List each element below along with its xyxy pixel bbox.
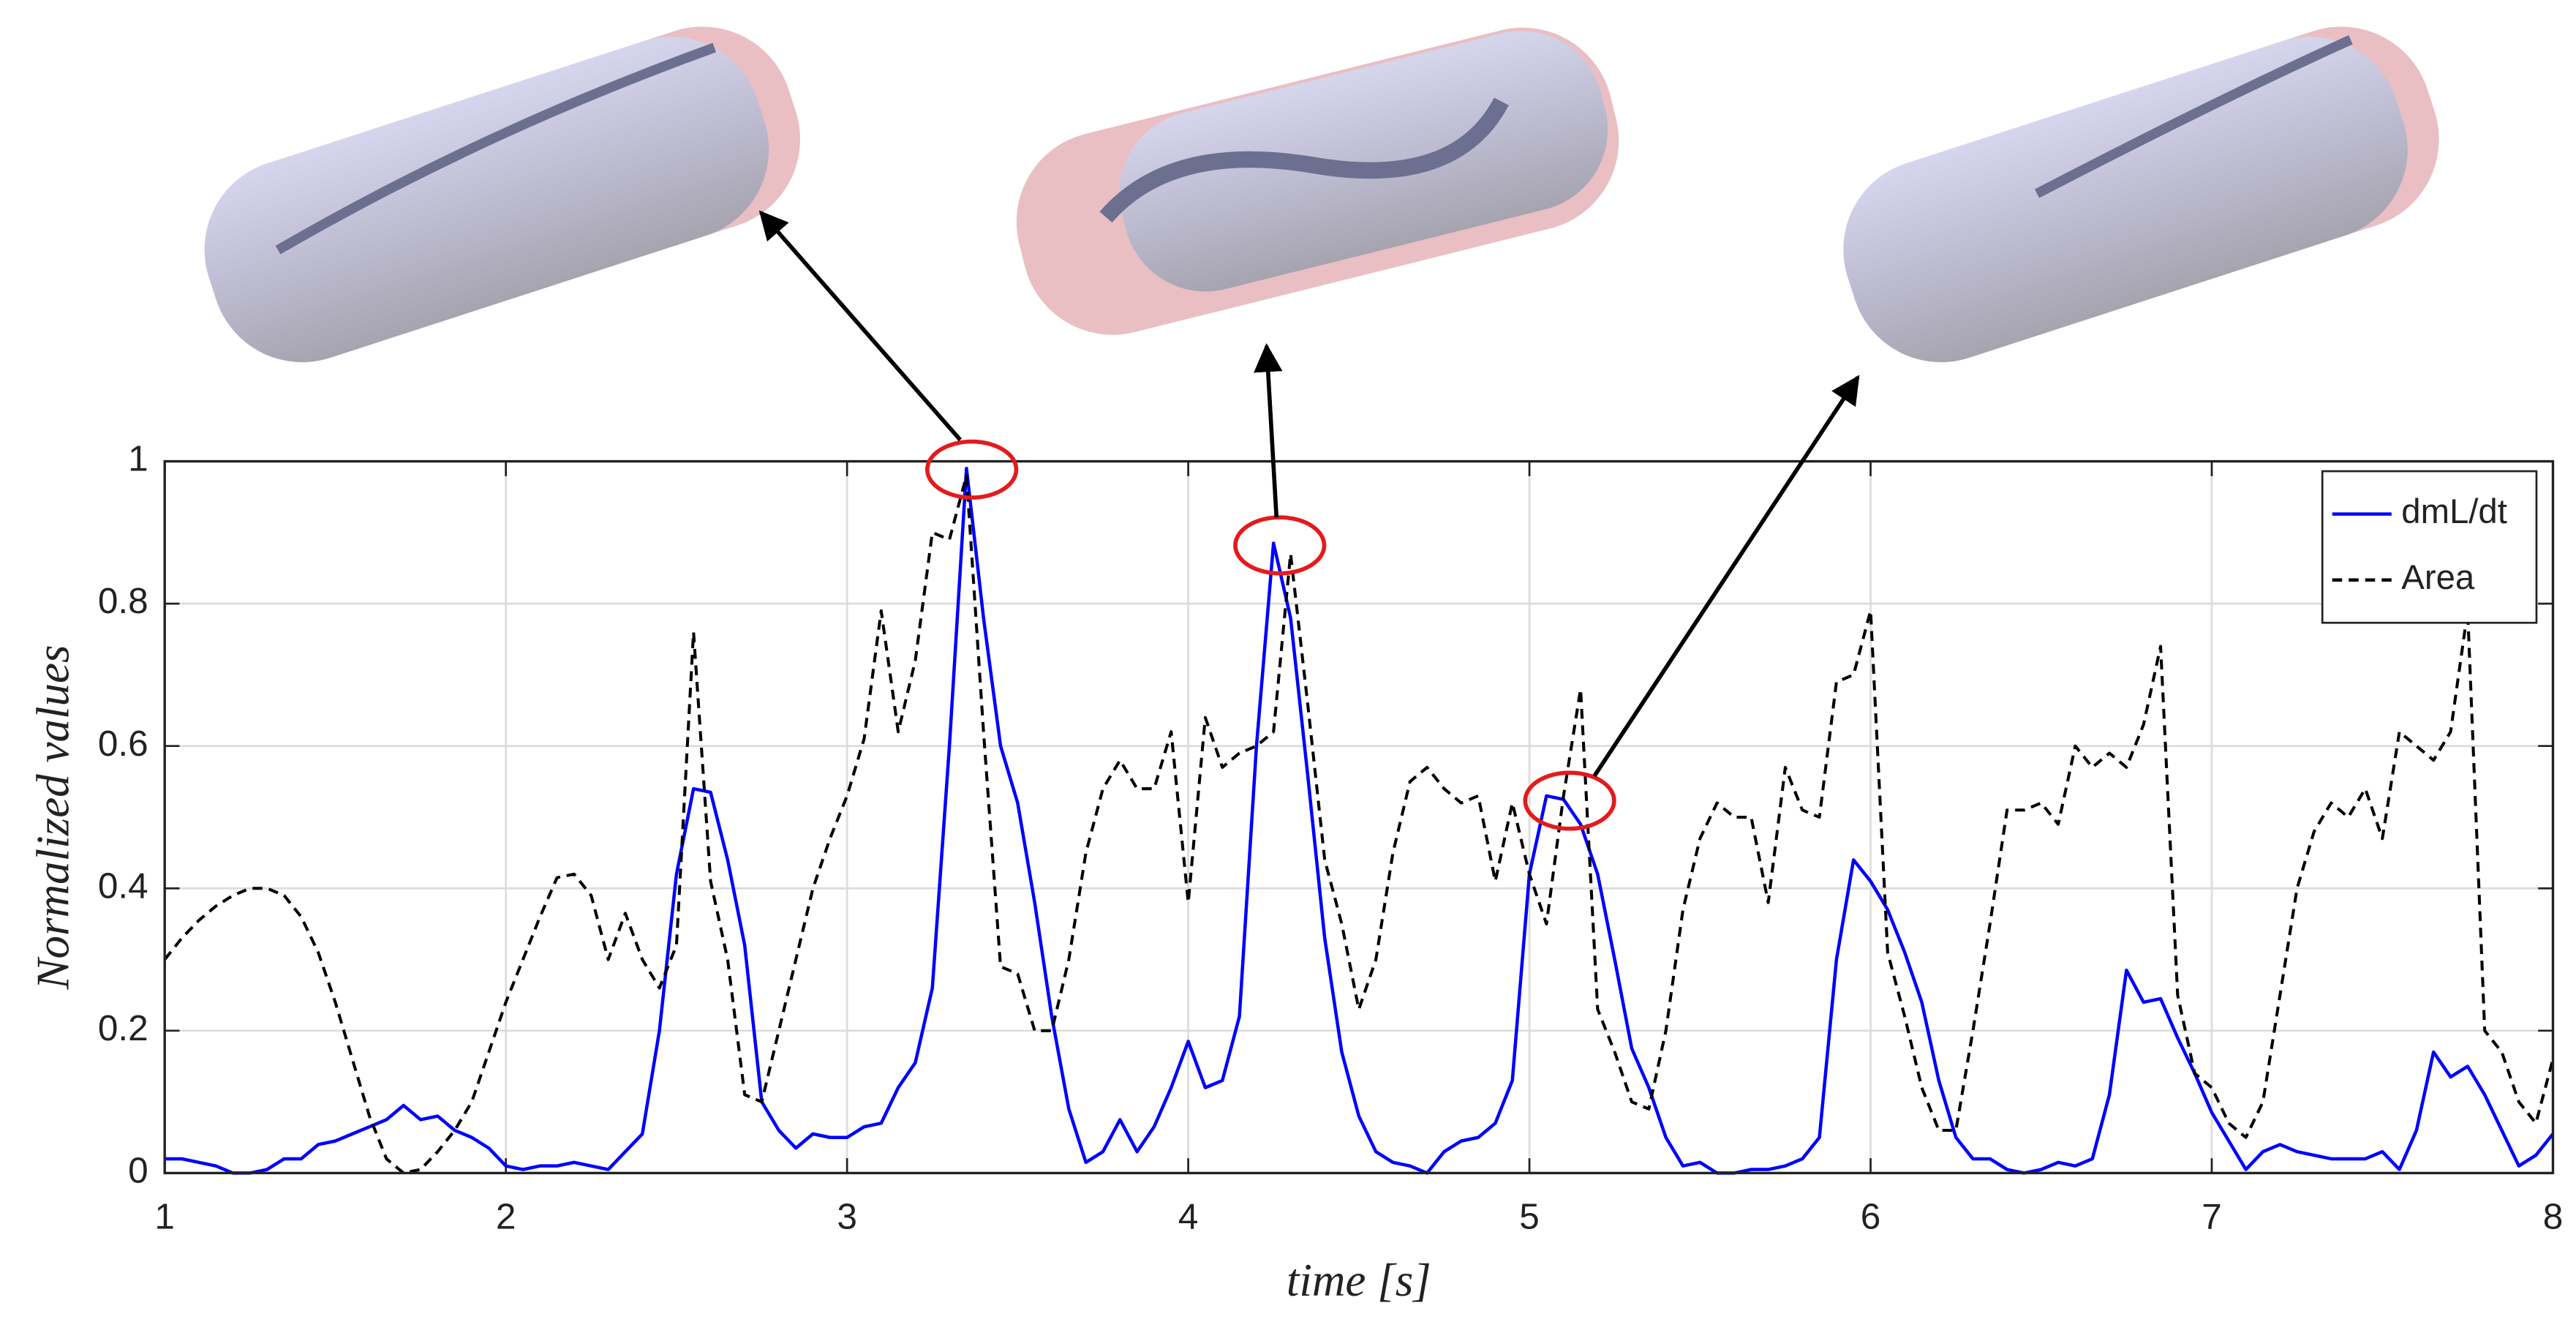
x-tick-label: 7 xyxy=(2202,1197,2222,1237)
series-line xyxy=(163,473,2555,1175)
arrow xyxy=(758,210,962,442)
y-axis-label: Normalized values xyxy=(27,645,78,990)
axes-frame xyxy=(163,459,2555,1175)
y-tick-label: 0.4 xyxy=(98,865,148,906)
plot-area: 1 2 3 4 5 6 7 8 0 0.2 0.4 0.6 0.8 1 time [s] Normalized… xyxy=(27,439,2563,1306)
x-tick-label: 2 xyxy=(496,1197,516,1237)
highlight-ellipse xyxy=(925,439,1019,500)
legend-label: dmL/dt xyxy=(2401,492,2507,531)
y-tick-label: 1 xyxy=(128,439,148,479)
x-tick-label: 1 xyxy=(154,1197,175,1237)
x-tick-label: 4 xyxy=(1178,1197,1199,1237)
y-tick-label: 0.6 xyxy=(98,724,148,764)
x-axis-label: time [s] xyxy=(1287,1255,1431,1306)
tube-right xyxy=(1843,26,2439,363)
y-tick-label: 0 xyxy=(128,1150,148,1190)
plot-background xyxy=(165,461,2553,1173)
arrow xyxy=(1592,375,1860,778)
x-tick-label: 3 xyxy=(837,1197,857,1237)
annotations xyxy=(758,210,1860,831)
x-tick-label: 8 xyxy=(2543,1197,2564,1237)
tube-left xyxy=(204,26,800,363)
y-tick-label: 0.8 xyxy=(98,581,148,621)
x-tick-label: 5 xyxy=(1519,1197,1540,1237)
illustrations xyxy=(204,26,2439,363)
legend-box xyxy=(2321,470,2538,624)
highlight-ellipse xyxy=(1233,515,1327,576)
arrow xyxy=(1254,342,1283,518)
highlight-ellipse xyxy=(1523,770,1616,831)
x-tick-label: 6 xyxy=(1861,1197,1881,1237)
y-tick-label: 0.2 xyxy=(98,1008,148,1048)
legend-label: Area xyxy=(2401,558,2475,597)
tube-middle xyxy=(1016,27,1619,335)
series-line xyxy=(165,467,2555,1175)
